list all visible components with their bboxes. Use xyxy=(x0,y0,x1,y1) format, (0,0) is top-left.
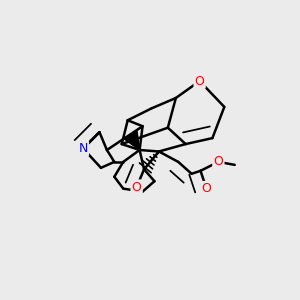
Polygon shape xyxy=(124,131,140,150)
Text: O: O xyxy=(202,182,212,195)
Text: N: N xyxy=(78,142,88,155)
Text: O: O xyxy=(213,155,223,168)
Text: O: O xyxy=(195,74,205,88)
Text: O: O xyxy=(132,181,142,194)
